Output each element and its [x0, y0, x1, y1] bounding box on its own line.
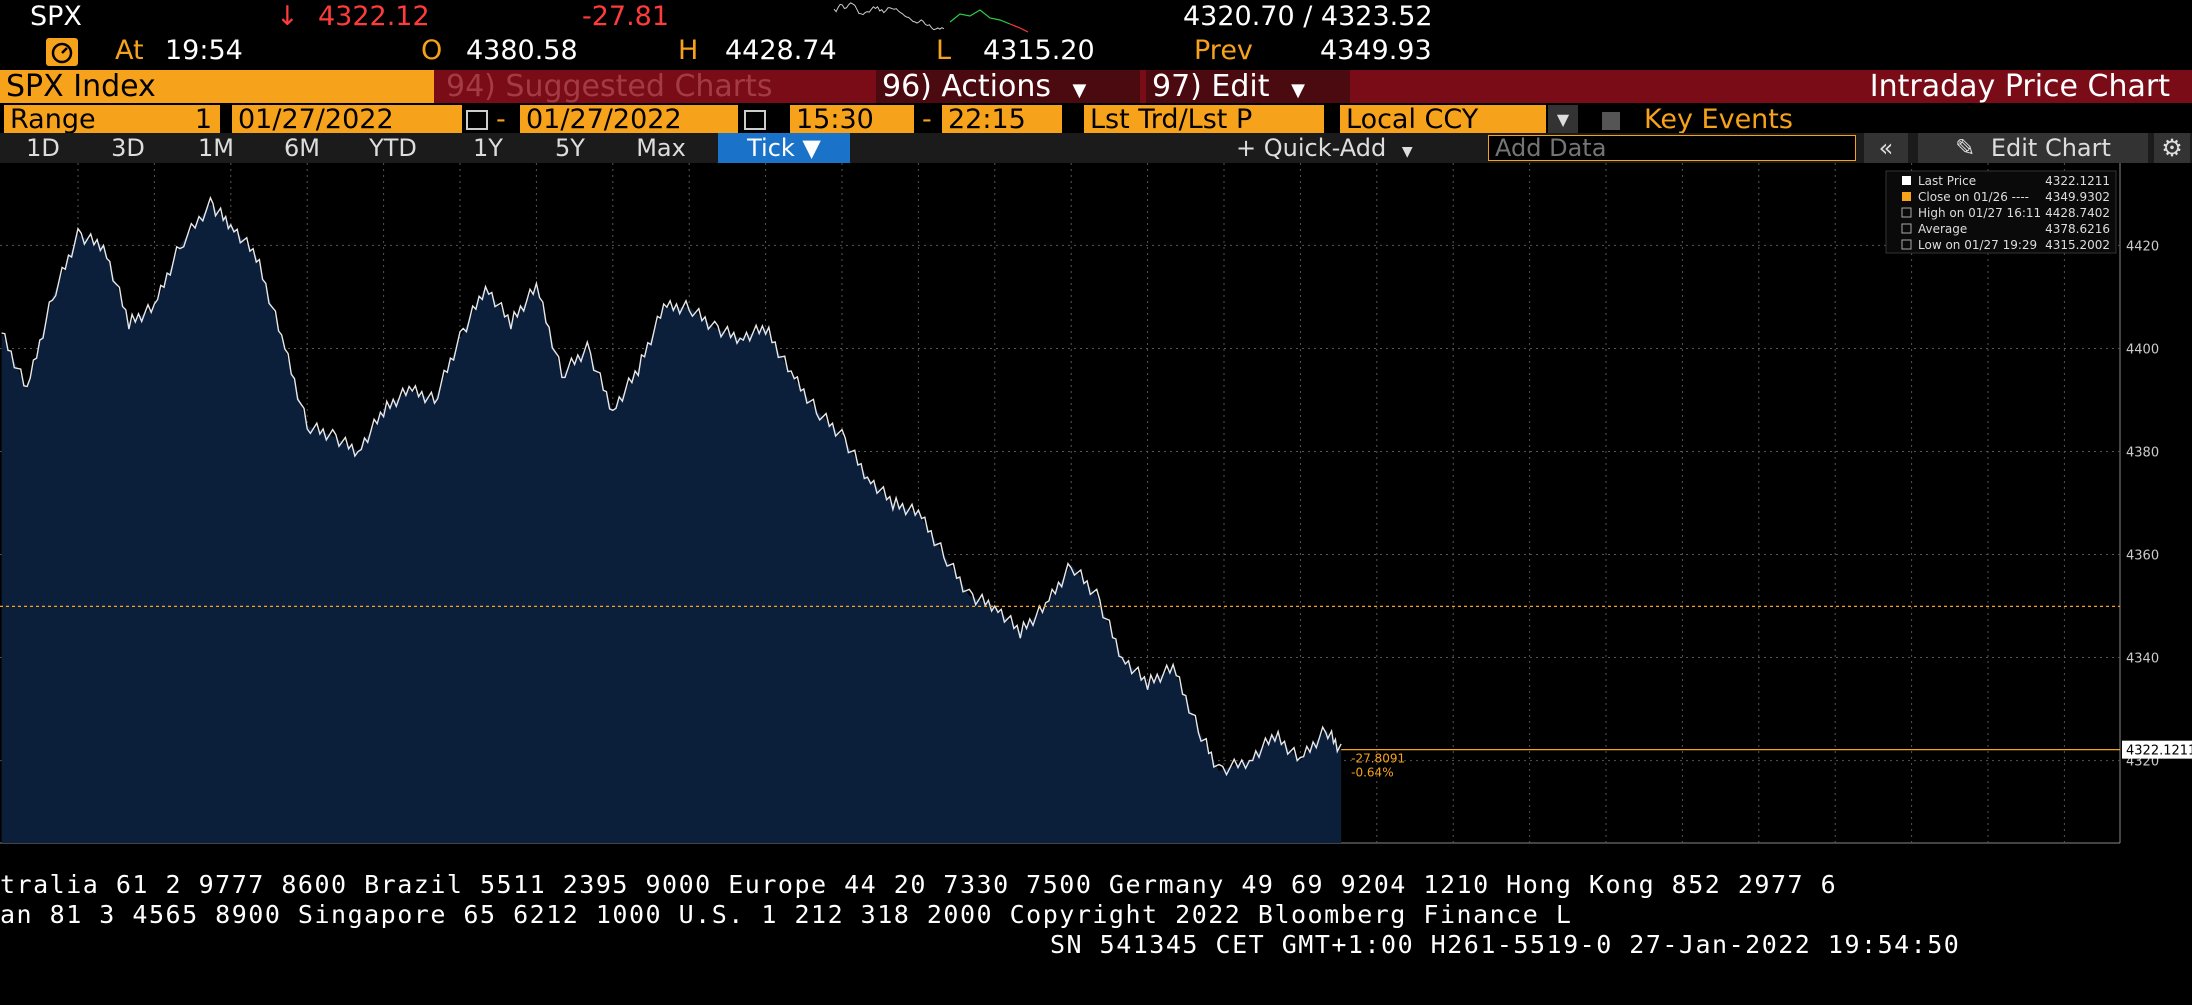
collapse-button[interactable]: « [1864, 133, 1908, 163]
open-price: 4380.58 [466, 35, 578, 66]
sparkline-path [833, 2, 945, 31]
legend-label: Last Price [1918, 174, 1976, 188]
open-label: O [421, 35, 443, 66]
session-text: SN 541345 CET GMT+1:00 H261-5519-0 27-Ja… [1050, 930, 1961, 959]
tab-5y[interactable]: 5Y [555, 134, 585, 162]
settings-gear-icon[interactable]: ⚙ [2154, 133, 2190, 163]
tab-ytd[interactable]: YTD [369, 134, 417, 162]
price-chart[interactable]: 15:4516:0016:1516:3016:4517:0017:1517:30… [0, 163, 2192, 848]
change-abs-label: -27.8091 [1351, 752, 1405, 766]
edit-menu[interactable]: 97) Edit ▼ [1146, 70, 1350, 103]
currency-select[interactable]: Local CCY [1340, 105, 1546, 134]
quote-time: 19:54 [165, 35, 243, 66]
function-title: Intraday Price Chart [1869, 69, 2170, 104]
at-label: At [115, 35, 144, 66]
chevron-down-icon: ▼ [1072, 80, 1087, 101]
currency-dropdown-icon[interactable]: ▼ [1548, 105, 1578, 134]
actions-label: 96) Actions [882, 69, 1051, 104]
y-tick-label: 4400 [2126, 342, 2159, 357]
legend-label: Low on 01/27 19:29 [1918, 238, 2037, 252]
legend-swatch [1901, 207, 1912, 218]
legend-value: 4349.9302 [2045, 190, 2110, 204]
session-info: SN 541345 CET GMT+1:00 H261-5519-0 27-Ja… [1050, 930, 1960, 960]
legend-label: Average [1918, 222, 1967, 236]
phone-ticker-row-1: tralia 61 2 9777 8600 Brazil 5511 2395 9… [0, 870, 1837, 900]
tab-max[interactable]: Max [636, 134, 686, 162]
start-time-field[interactable]: 15:30 [790, 105, 914, 134]
legend-value: 4428.7402 [2045, 206, 2110, 220]
phone-ticker-row-2: an 81 3 4565 8900 Singapore 65 6212 1000… [0, 900, 1572, 930]
legend-value: 4378.6216 [2045, 222, 2110, 236]
title-bar: SPX Index 94) Suggested Charts 96) Actio… [0, 70, 2192, 103]
bid-ask: 4320.70 / 4323.52 [1183, 1, 1433, 32]
prev-label: Prev [1194, 35, 1253, 66]
key-events-label: Key Events [1644, 104, 1793, 135]
sparkline-red [1009, 23, 1029, 33]
y-tick-label: 4340 [2126, 652, 2159, 667]
tab-1d[interactable]: 1D [26, 134, 60, 162]
time-dash: - [922, 104, 932, 135]
high-label: H [678, 35, 699, 66]
last-price: 4322.12 [318, 1, 430, 32]
chevron-down-icon: ▼ [1401, 144, 1413, 160]
ticker-symbol: SPX [30, 1, 82, 32]
price-line [1, 195, 1342, 777]
sparkline-green [949, 9, 1011, 25]
legend-swatch [1902, 176, 1911, 185]
y-tick-label: 4360 [2126, 549, 2159, 564]
key-events-checkbox[interactable] [1602, 112, 1620, 130]
tab-1m[interactable]: 1M [198, 134, 234, 162]
y-tick-label: 4380 [2126, 445, 2159, 460]
alert-bell-icon[interactable] [46, 38, 78, 66]
low-price: 4315.20 [983, 35, 1095, 66]
tab-3d[interactable]: 3D [111, 134, 145, 162]
y-tick-label: 4420 [2126, 239, 2159, 254]
tab-tick[interactable]: Tick ▼ [718, 133, 850, 163]
pencil-icon: ✎ [1955, 134, 1976, 162]
legend-label: High on 01/27 16:11 [1918, 206, 2041, 220]
price-area [1, 204, 1342, 843]
calendar-icon[interactable] [466, 110, 488, 130]
period-tab-bar: 1D 3D 1M 6M YTD 1Y 5Y Max Tick ▼ + Quick… [0, 133, 2192, 163]
edit-label: 97) Edit [1152, 69, 1270, 104]
legend-swatch [1902, 192, 1911, 201]
net-change: -27.81 [582, 1, 670, 32]
ticker-text: tralia 61 2 9777 8600 Brazil 5511 2395 9… [0, 870, 1838, 899]
end-time-field[interactable]: 22:15 [942, 105, 1062, 134]
start-date-field[interactable]: 01/27/2022 [232, 105, 462, 134]
security-field[interactable]: SPX Index [0, 70, 434, 103]
actions-menu[interactable]: 96) Actions ▼ [876, 70, 1140, 103]
high-price: 4428.74 [725, 35, 837, 66]
edit-chart-label: Edit Chart [1990, 134, 2111, 162]
tab-1y[interactable]: 1Y [473, 134, 503, 162]
range-bar: Range 1 01/27/2022 - 01/27/2022 15:30 - … [0, 104, 2192, 136]
tab-6m[interactable]: 6M [284, 134, 320, 162]
legend-swatch [1901, 223, 1912, 234]
last-price-tag: 4322.1211 [2126, 744, 2192, 759]
legend-swatch [1901, 239, 1912, 250]
quick-add-label: + Quick-Add [1236, 134, 1387, 162]
legend-box [1885, 170, 2117, 254]
last-price-tag-box [2122, 740, 2192, 759]
change-pct-label: -0.64% [1351, 766, 1393, 780]
legend-label: Close on 01/26 ---- [1918, 190, 2029, 204]
sparkline [833, 2, 1029, 33]
end-date-field[interactable]: 01/27/2022 [520, 105, 738, 134]
add-data-input[interactable] [1488, 135, 1856, 161]
edit-chart-button[interactable]: ✎ Edit Chart [1918, 133, 2148, 163]
prev-close: 4349.93 [1320, 35, 1432, 66]
date-dash: - [496, 104, 506, 135]
quick-add-button[interactable]: + Quick-Add ▼ [1236, 133, 1462, 163]
suggested-charts-button[interactable]: 94) Suggested Charts [446, 69, 773, 104]
ticker-text: an 81 3 4565 8900 Singapore 65 6212 1000… [0, 900, 1573, 929]
low-label: L [936, 35, 952, 66]
chevron-down-icon: ▼ [1291, 80, 1305, 101]
legend-value: 4322.1211 [2045, 174, 2110, 188]
down-arrow-icon: ↓ [276, 1, 299, 32]
legend-value: 4315.2002 [2045, 238, 2110, 252]
calendar-icon[interactable] [744, 110, 766, 130]
price-field-select[interactable]: Lst Trd/Lst P [1084, 105, 1324, 134]
range-value-field[interactable]: 1 [112, 105, 220, 134]
